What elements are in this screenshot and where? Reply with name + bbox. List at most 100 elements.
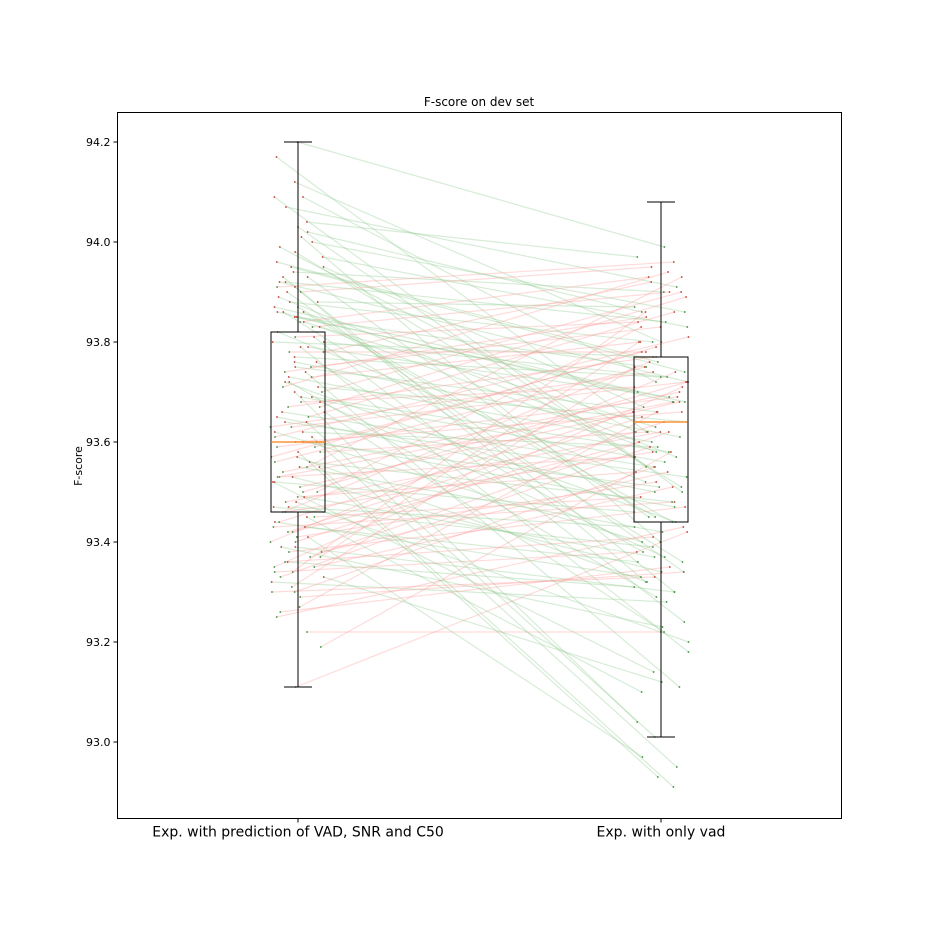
data-point [635,431,637,433]
data-point [274,571,276,573]
data-point [642,551,644,553]
data-point [306,631,308,633]
data-point [645,351,647,353]
data-point [291,426,293,428]
data-point [641,416,643,418]
data-point [282,276,284,278]
data-point [670,451,672,453]
data-point [667,471,669,473]
data-point [272,341,274,343]
data-point [679,686,681,688]
data-point [286,291,288,293]
y-tick-label: 94.0 [86,236,111,249]
data-point [655,346,657,348]
data-point [652,536,654,538]
data-point [649,446,651,448]
data-point [291,586,293,588]
data-point [294,591,296,593]
data-point [317,301,319,303]
data-point [642,756,644,758]
data-point [323,576,325,578]
data-point [303,311,305,313]
data-point [271,591,273,593]
data-point [279,476,281,478]
y-tick-label: 93.2 [86,636,111,649]
data-point [277,476,279,478]
data-point [307,346,309,348]
data-point [273,506,275,508]
data-point [649,361,651,363]
data-point [288,351,290,353]
data-point [306,221,308,223]
data-point [276,616,278,618]
data-point [645,311,647,313]
data-point [297,451,299,453]
data-point [655,381,657,383]
data-point [681,276,683,278]
data-point [274,306,276,308]
data-point [664,246,666,248]
data-point [635,471,637,473]
y-tick-label: 93.4 [86,536,111,549]
data-point [307,276,309,278]
data-point [305,371,307,373]
data-point [684,311,686,313]
data-point [656,411,658,413]
data-point [637,321,639,323]
data-point [637,391,639,393]
y-tick-label: 93.0 [86,736,111,749]
data-point [651,441,653,443]
data-point [285,281,287,283]
data-point [287,531,289,533]
data-point [289,301,291,303]
data-point [640,576,642,578]
data-point [645,316,647,318]
data-point [679,401,681,403]
data-point [634,306,636,308]
data-point [645,466,647,468]
data-point [308,416,310,418]
data-point [681,386,683,388]
data-point [306,466,308,468]
data-point [273,566,275,568]
data-point [686,326,688,328]
data-point [270,541,272,543]
data-point [319,401,321,403]
data-point [638,341,640,343]
data-point [282,311,284,313]
data-point [288,506,290,508]
data-point [306,421,308,423]
data-point [671,501,673,503]
data-point [276,446,278,448]
data-point [675,456,677,458]
data-point [309,556,311,558]
data-point [664,556,666,558]
data-point [313,336,315,338]
data-point [686,476,688,478]
data-point [654,556,656,558]
data-point [276,311,278,313]
data-point [278,521,280,523]
data-point [654,576,656,578]
data-point [317,386,319,388]
data-point [643,406,645,408]
data-point [686,531,688,533]
data-point [665,321,667,323]
data-point [666,601,668,603]
data-point [655,596,657,598]
data-point [688,641,690,643]
data-point [311,396,313,398]
data-point [282,471,284,473]
data-point [637,561,639,563]
data-point [307,536,309,538]
data-point [323,341,325,343]
data-point [276,156,278,158]
data-point [688,651,690,653]
data-point [274,521,276,523]
data-point [654,491,656,493]
data-point [311,436,313,438]
data-point [294,251,296,253]
data-point [641,691,643,693]
data-point [638,441,640,443]
